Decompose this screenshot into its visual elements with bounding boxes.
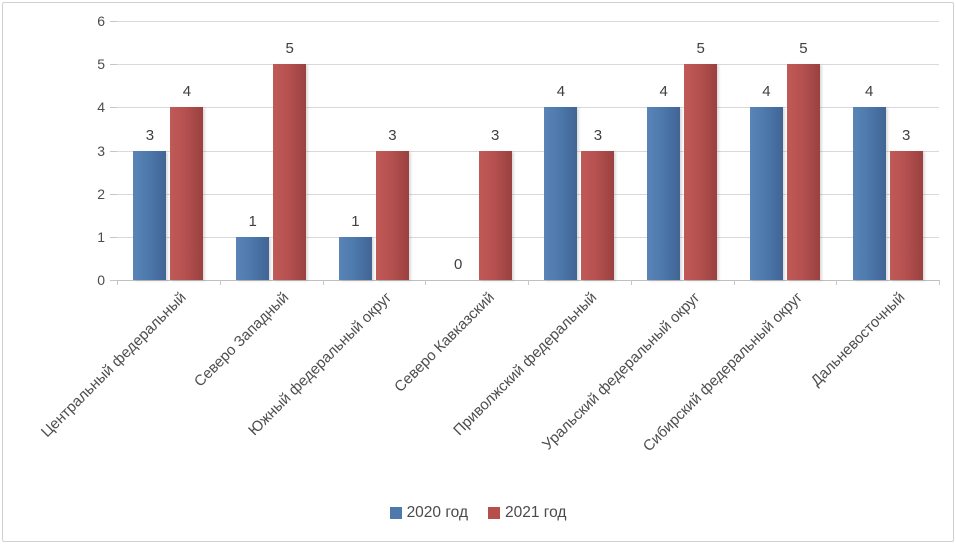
bar-value-label: 3 [145, 126, 155, 144]
bar-value-label: 3 [388, 126, 397, 144]
x-axis-tick [733, 280, 735, 285]
y-axis-tick-label: 0 [97, 272, 105, 288]
bar-value-label: 4 [864, 83, 874, 101]
bar [273, 64, 307, 280]
bar-slot: 4 [647, 21, 681, 280]
bar-value-label: 0 [453, 256, 463, 273]
bar-slot: 3 [478, 21, 512, 280]
x-axis-tick [836, 280, 838, 285]
bar [889, 150, 923, 280]
bar-slot: 5 [684, 21, 718, 280]
bar [786, 64, 820, 280]
gridline [110, 236, 939, 238]
bar [581, 150, 615, 280]
bar [236, 236, 270, 280]
bar-slot: 4 [749, 21, 783, 280]
bar-value-label: 4 [556, 83, 566, 101]
bar [647, 107, 681, 280]
legend-swatch-2021-icon [488, 507, 500, 519]
bar-slot: 4 [852, 21, 886, 280]
gridline [110, 107, 939, 109]
bar-value-label: 5 [285, 40, 294, 58]
legend-label-2020: 2020 год [406, 504, 468, 521]
gridline [110, 150, 939, 152]
bar-value-label: 3 [901, 126, 911, 144]
bar-slot: 3 [133, 21, 167, 280]
x-axis: Центральный федеральный Северо Западный Юж… [38, 289, 939, 489]
bar-slot: 3 [889, 21, 923, 280]
x-axis-tick [219, 280, 221, 285]
y-axis: 6 5 4 3 2 1 0 [3, 13, 105, 288]
x-axis-tick [630, 280, 632, 285]
y-axis-tick-label: 6 [97, 13, 105, 29]
y-axis-tick-label: 2 [97, 185, 105, 202]
category-label: Северо Западный [190, 289, 293, 391]
bar-value-label: 3 [490, 126, 500, 144]
bar [478, 150, 512, 280]
bar-slot: 5 [786, 21, 820, 280]
bar [684, 64, 718, 280]
legend: 2020 год 2021 год [3, 504, 953, 522]
bar-value-label: 3 [593, 126, 603, 144]
bar-value-label: 1 [351, 212, 360, 230]
bar-value-label: 4 [762, 83, 771, 101]
y-axis-tick-label: 5 [97, 56, 105, 73]
bar [749, 107, 783, 280]
y-axis-tick-label: 4 [97, 99, 105, 116]
category-label: Дальневосточный [808, 289, 909, 390]
x-axis-tick [117, 280, 118, 285]
bar-slot: 4 [544, 21, 578, 280]
category-label: Центральный федеральный [37, 289, 190, 441]
gridline [110, 193, 939, 195]
bar [133, 150, 167, 280]
bar [338, 236, 372, 280]
x-axis-tick [322, 280, 324, 285]
bar-slot: 3 [375, 21, 409, 280]
y-axis-tick-label: 3 [97, 142, 105, 159]
y-axis-tick-label: 1 [97, 228, 105, 245]
bar-value-label: 5 [696, 40, 705, 58]
bar-value-label: 4 [182, 83, 192, 101]
bar [852, 107, 886, 280]
x-axis-tick [939, 280, 940, 285]
legend-swatch-2020-icon [389, 507, 402, 519]
bar-value-label: 5 [799, 40, 808, 58]
bar-slot: 5 [273, 21, 307, 280]
bar-value-label: 4 [659, 83, 668, 101]
bar-slot: 1 [338, 21, 372, 280]
bar [170, 107, 204, 280]
bar-slot: 1 [236, 21, 270, 280]
bar-slot: 4 [170, 21, 204, 280]
legend-item-2021: 2021 год [488, 504, 566, 522]
bar-slot: 3 [581, 21, 615, 280]
legend-label-2021: 2021 год [505, 504, 567, 521]
bar [375, 150, 409, 280]
x-axis-tick [528, 280, 529, 285]
x-axis-tick [425, 280, 427, 285]
bar-value-label: 1 [248, 212, 257, 230]
bar-slot: 0 [442, 21, 475, 280]
bar [544, 107, 578, 280]
legend-item-2020: 2020 год [389, 504, 468, 522]
gridline [110, 21, 939, 22]
category-label: Северо Кавказский [390, 289, 498, 396]
gridline [110, 64, 939, 66]
